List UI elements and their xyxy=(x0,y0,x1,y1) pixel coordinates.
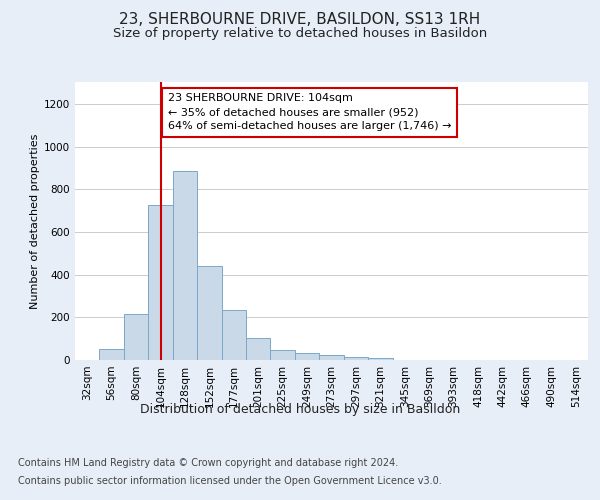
Bar xyxy=(295,352,319,360)
Text: Size of property relative to detached houses in Basildon: Size of property relative to detached ho… xyxy=(113,28,487,40)
Bar xyxy=(344,357,368,360)
Bar xyxy=(100,350,124,360)
Text: Contains HM Land Registry data © Crown copyright and database right 2024.: Contains HM Land Registry data © Crown c… xyxy=(18,458,398,468)
Text: 23, SHERBOURNE DRIVE, BASILDON, SS13 1RH: 23, SHERBOURNE DRIVE, BASILDON, SS13 1RH xyxy=(119,12,481,28)
Text: Distribution of detached houses by size in Basildon: Distribution of detached houses by size … xyxy=(140,402,460,415)
Bar xyxy=(271,350,295,360)
Text: 23 SHERBOURNE DRIVE: 104sqm
← 35% of detached houses are smaller (952)
64% of se: 23 SHERBOURNE DRIVE: 104sqm ← 35% of det… xyxy=(168,93,451,131)
Bar xyxy=(221,310,246,360)
Bar xyxy=(148,205,173,360)
Bar xyxy=(124,314,148,360)
Bar xyxy=(319,354,344,360)
Bar xyxy=(197,266,221,360)
Y-axis label: Number of detached properties: Number of detached properties xyxy=(30,134,40,309)
Bar xyxy=(173,171,197,360)
Text: Contains public sector information licensed under the Open Government Licence v3: Contains public sector information licen… xyxy=(18,476,442,486)
Bar xyxy=(368,358,392,360)
Bar xyxy=(246,338,271,360)
